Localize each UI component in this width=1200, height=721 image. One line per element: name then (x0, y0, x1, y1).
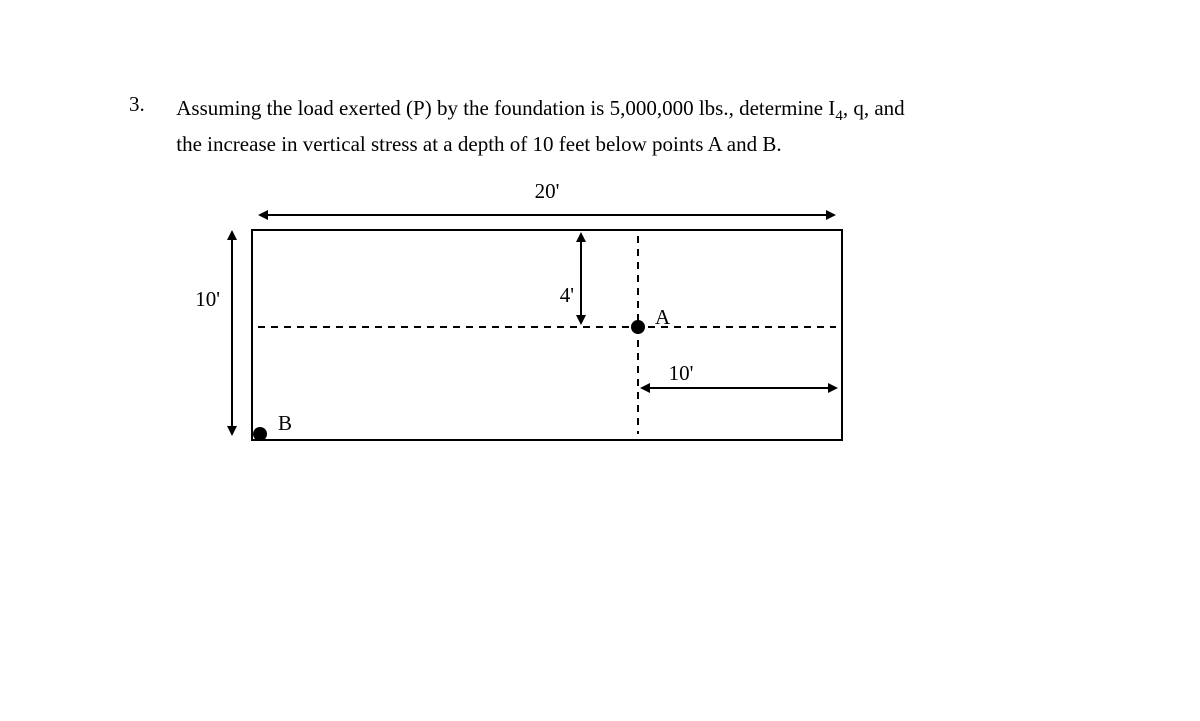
top-dimension-label: 20' (535, 179, 560, 203)
foundation-diagram: 20' 10' 4' 10' A B (188, 180, 848, 460)
inner-depth-label: 4' (560, 283, 574, 307)
question-number: 3. (129, 92, 171, 117)
question-text: Assuming the load exerted (P) by the fou… (176, 92, 1061, 161)
text-line-2: the increase in vertical stress at a dep… (176, 132, 781, 156)
point-b-label: B (278, 411, 292, 435)
point-a-label: A (655, 305, 671, 329)
right-segment-label: 10' (669, 361, 694, 385)
text-part-1: Assuming the load exerted (P) by the fou… (176, 96, 835, 120)
text-subscript: 4 (835, 108, 843, 124)
point-a-dot (631, 320, 645, 334)
left-dimension-label: 10' (195, 287, 220, 311)
text-part-2: , q, and (843, 96, 905, 120)
point-b-dot (253, 427, 267, 441)
foundation-rect (252, 230, 842, 440)
